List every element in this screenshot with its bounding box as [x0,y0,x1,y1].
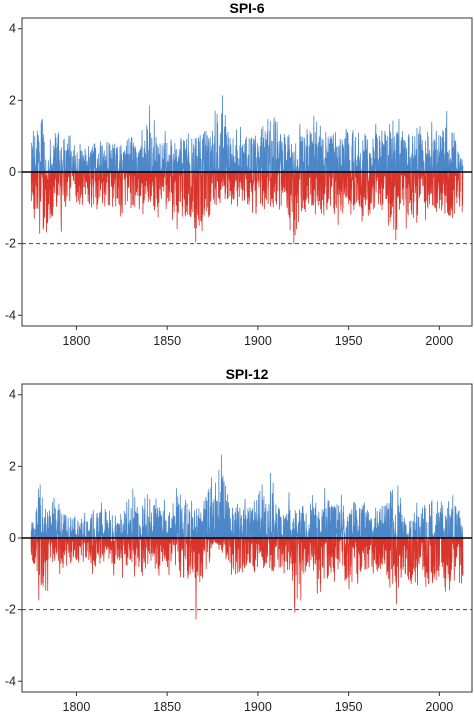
x-tick-label: 1850 [153,700,181,714]
x-tick-label: 1950 [335,334,363,348]
x-tick-label: 1900 [244,334,272,348]
y-tick-label: 0 [9,165,16,179]
spi-6-panel: SPI-6 4 2 0 -2 -4 1800 1850 1900 1950 2000 [0,0,474,352]
x-tick-label: 1850 [153,334,181,348]
y-tick-label: -4 [5,674,16,688]
x-tick-label: 2000 [425,334,453,348]
y-tick-label: 2 [9,459,16,473]
spi-12-panel: SPI-12 4 2 0 -2 -4 1800 1850 1900 1950 2000 [0,366,474,717]
x-tick-label: 1950 [335,700,363,714]
y-tick-label: 4 [9,388,16,402]
chart-title: SPI-6 [229,0,265,16]
spi-12-chart: 4 2 0 -2 -4 1800 1850 1900 1950 2000 [5,383,473,714]
positive-series-line [30,95,464,174]
x-tick-label: 2000 [425,700,453,714]
y-tick-label: -2 [5,603,16,617]
y-tick-label: 4 [9,22,16,36]
chart-title: SPI-12 [225,366,269,382]
negative-series-line [30,170,464,244]
y-tick-label: 0 [9,531,16,545]
y-tick-label: -2 [5,237,16,251]
positive-series-line [30,454,464,540]
y-tick-label: -4 [5,308,16,322]
x-tick-label: 1800 [63,700,91,714]
x-tick-label: 1800 [63,334,91,348]
spi-6-chart: 4 2 0 -2 -4 1800 1850 1900 1950 2000 [5,17,473,348]
x-tick-label: 1900 [244,700,272,714]
y-tick-label: 2 [9,93,16,107]
negative-series-line [30,536,464,620]
